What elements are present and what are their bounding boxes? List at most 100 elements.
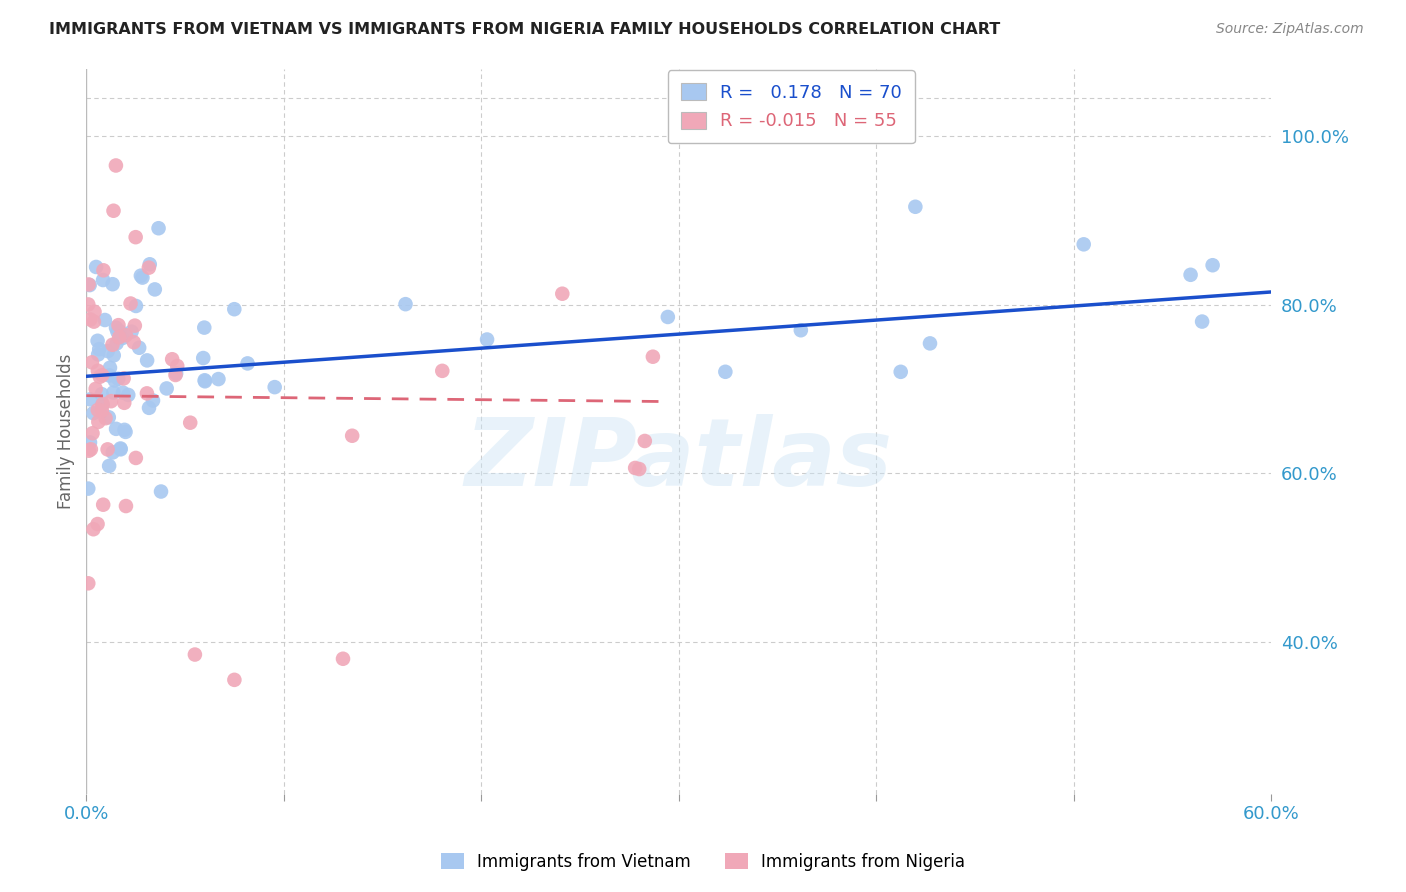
Point (104, 374, 127, 388)
Point (114, 425, 136, 439)
Point (103, 203, 125, 218)
Legend: Immigrants from Vietnam, Immigrants from Nigeria: Immigrants from Vietnam, Immigrants from… (433, 845, 973, 880)
Point (160, 352, 183, 367)
Point (122, 335, 145, 350)
Point (193, 351, 215, 365)
Point (332, 652, 354, 666)
Point (115, 499, 138, 513)
Text: ZIPatlas: ZIPatlas (464, 414, 893, 506)
Point (87, 347, 110, 361)
Point (1180, 268, 1202, 282)
Point (80, 442, 103, 457)
Point (86, 516, 108, 531)
Point (101, 445, 124, 459)
Point (124, 230, 146, 244)
Point (890, 365, 912, 379)
Point (135, 386, 157, 401)
Point (184, 648, 207, 662)
Point (165, 367, 187, 381)
Point (125, 450, 148, 465)
Point (634, 434, 657, 448)
Point (79, 435, 101, 450)
Point (125, 299, 148, 313)
Point (94, 313, 117, 327)
Point (98, 458, 121, 473)
Point (87, 403, 110, 417)
Point (112, 371, 135, 385)
Y-axis label: Family Households: Family Households (58, 353, 75, 508)
Point (112, 396, 135, 410)
Point (138, 260, 160, 275)
Point (193, 320, 215, 334)
Point (103, 385, 125, 400)
Point (77, 443, 100, 458)
Point (628, 462, 651, 476)
Point (904, 200, 927, 214)
Point (166, 359, 188, 373)
Point (91, 398, 114, 412)
Point (207, 372, 229, 386)
Point (84, 382, 107, 396)
Point (91, 368, 114, 383)
Point (79, 392, 101, 407)
Point (80, 355, 103, 369)
Point (105, 336, 128, 351)
Point (121, 325, 143, 339)
Point (90, 403, 112, 417)
Point (1201, 258, 1223, 272)
Point (104, 159, 127, 173)
Point (79, 312, 101, 326)
Point (97, 442, 120, 457)
Point (79, 278, 101, 293)
Point (111, 385, 134, 400)
Point (82, 406, 104, 420)
Point (236, 356, 259, 370)
Point (120, 296, 142, 310)
Point (108, 324, 131, 338)
Point (108, 330, 131, 344)
Point (114, 423, 136, 437)
Point (86, 334, 108, 348)
Point (136, 353, 159, 368)
Point (156, 381, 179, 395)
Point (107, 318, 129, 333)
Point (394, 297, 416, 311)
Point (143, 282, 166, 296)
Point (100, 394, 122, 409)
Point (77, 277, 100, 292)
Point (148, 221, 170, 235)
Point (1191, 315, 1213, 329)
Point (91, 397, 114, 411)
Point (93, 263, 115, 277)
Point (110, 442, 132, 456)
Point (475, 333, 498, 347)
Point (131, 270, 153, 285)
Point (138, 401, 160, 415)
Point (263, 380, 285, 394)
Point (105, 422, 128, 436)
Point (89, 342, 111, 356)
Point (790, 323, 813, 337)
Text: IMMIGRANTS FROM VIETNAM VS IMMIGRANTS FROM NIGERIA FAMILY HOUSEHOLDS CORRELATION: IMMIGRANTS FROM VIETNAM VS IMMIGRANTS FR… (49, 22, 1001, 37)
Point (77, 576, 100, 591)
Point (641, 350, 664, 364)
Point (98, 360, 121, 375)
Point (551, 286, 574, 301)
Point (82, 426, 104, 441)
Point (89, 369, 111, 384)
Point (129, 268, 152, 283)
Point (714, 365, 737, 379)
Point (194, 374, 217, 388)
Point (90, 387, 112, 401)
Point (918, 336, 941, 351)
Text: Source: ZipAtlas.com: Source: ZipAtlas.com (1216, 22, 1364, 37)
Point (101, 338, 124, 352)
Point (91, 273, 114, 287)
Point (101, 277, 124, 292)
Point (94, 411, 117, 425)
Point (179, 416, 201, 430)
Point (224, 302, 246, 317)
Point (124, 318, 146, 333)
Point (87, 415, 110, 429)
Point (97, 410, 120, 425)
